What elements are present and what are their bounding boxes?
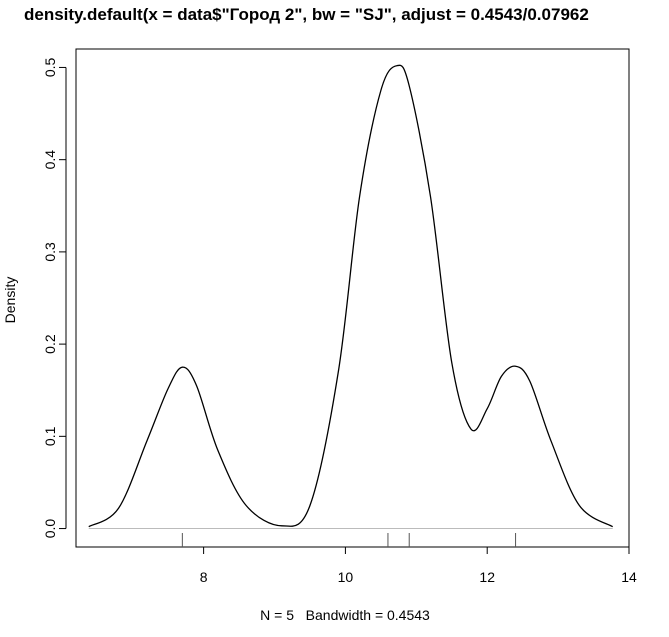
x-axis: 8 10 12 14 <box>200 546 637 585</box>
x-tick-label: 8 <box>200 569 208 585</box>
x-axis-label: N = 5 Bandwidth = 0.4543 <box>260 607 430 623</box>
y-axis: 0.0 0.1 0.2 0.3 0.4 0.5 <box>42 58 67 539</box>
plot-frame <box>75 48 630 548</box>
y-tick-label: 0.3 <box>42 242 58 262</box>
density-curve <box>88 64 614 528</box>
y-tick-label: 0.0 <box>42 519 58 539</box>
x-tick-label: 12 <box>479 569 495 585</box>
rug-marks <box>181 533 517 547</box>
y-axis-label: Density <box>2 277 18 324</box>
y-tick-label: 0.4 <box>42 150 58 170</box>
chart-title: density.default(x = data$"Город 2", bw =… <box>24 5 589 24</box>
x-tick-label: 14 <box>621 569 637 585</box>
y-tick-label: 0.2 <box>42 334 58 354</box>
y-tick-label: 0.1 <box>42 426 58 446</box>
x-tick-label: 10 <box>338 569 354 585</box>
y-tick-label: 0.5 <box>42 58 58 78</box>
